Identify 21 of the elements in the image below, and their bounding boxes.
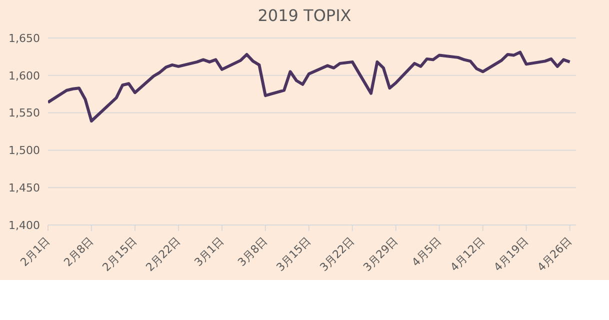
y-tick-label: 1,550 — [8, 106, 40, 120]
y-tick-label: 1,650 — [8, 32, 40, 45]
y-tick-label: 1,600 — [8, 69, 40, 82]
y-tick-label: 1,450 — [8, 182, 40, 195]
x-tick-label: 2月1日 — [18, 234, 53, 270]
x-tick-label: 4月5日 — [409, 234, 444, 270]
x-tick-label: 4月19日 — [491, 234, 531, 274]
y-tick-label: 1,400 — [8, 218, 40, 232]
x-tick-label: 3月22日 — [317, 234, 357, 274]
x-tick-label: 3月8日 — [235, 234, 270, 270]
x-tick-label: 3月29日 — [360, 234, 400, 274]
line-series — [48, 50, 572, 123]
x-tick-label: 3月1日 — [192, 234, 227, 270]
x-tick-label: 3月15日 — [274, 234, 314, 274]
y-tick-label: 1,500 — [8, 144, 40, 158]
x-tick-label: 2月8日 — [61, 234, 96, 270]
x-tick-label: 2月15日 — [100, 234, 140, 274]
chart-title: 2019 TOPIX — [256, 5, 352, 27]
x-tick-label: 4月12日 — [448, 234, 488, 274]
x-tick-label: 2月22日 — [143, 234, 184, 274]
x-tick-label: 4月26日 — [534, 234, 574, 274]
